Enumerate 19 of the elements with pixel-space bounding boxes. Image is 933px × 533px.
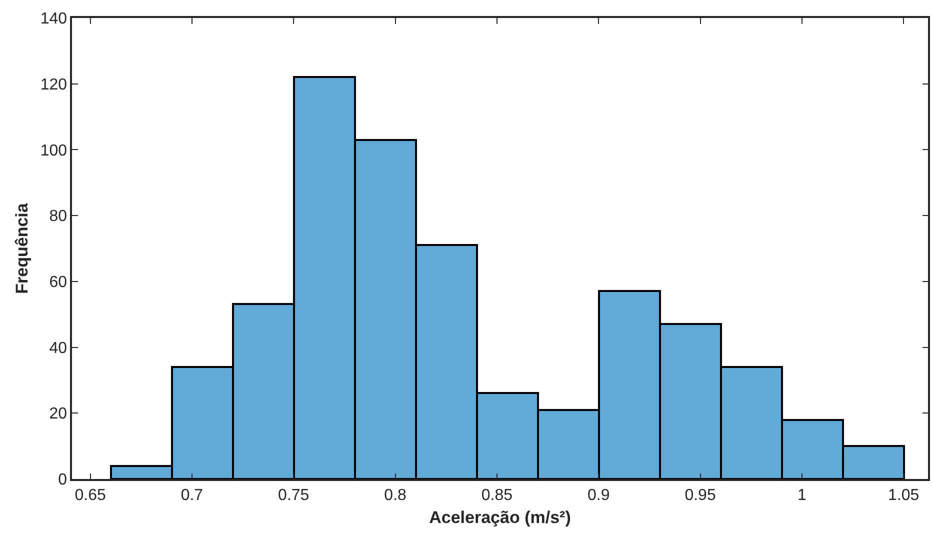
- y-axis-title: Frequência: [12, 202, 32, 294]
- y-tick-label: 100: [40, 142, 68, 160]
- x-tick-label: 1: [797, 486, 806, 504]
- x-tick-label: 0.9: [587, 486, 610, 504]
- x-tick-label: 0.65: [74, 486, 106, 504]
- x-tick-label: 0.85: [481, 486, 513, 504]
- y-tick-label: 0: [58, 472, 68, 489]
- x-axis-title: Aceleração (m/s²): [429, 508, 571, 527]
- y-tick-label: 120: [40, 76, 68, 94]
- x-tick-label: 0.95: [684, 486, 716, 504]
- y-tick-label: 20: [49, 406, 68, 423]
- x-tick-label: 1.05: [888, 486, 920, 504]
- x-tick-label: 0.8: [384, 486, 407, 504]
- x-tick-label: 0.75: [278, 486, 310, 504]
- y-tick-label: 60: [49, 274, 68, 292]
- x-tick-label: 0.7: [180, 486, 204, 504]
- y-tick-label: 80: [49, 208, 68, 226]
- y-tick-label: 40: [49, 340, 68, 357]
- y-tick-label: 140: [40, 10, 68, 28]
